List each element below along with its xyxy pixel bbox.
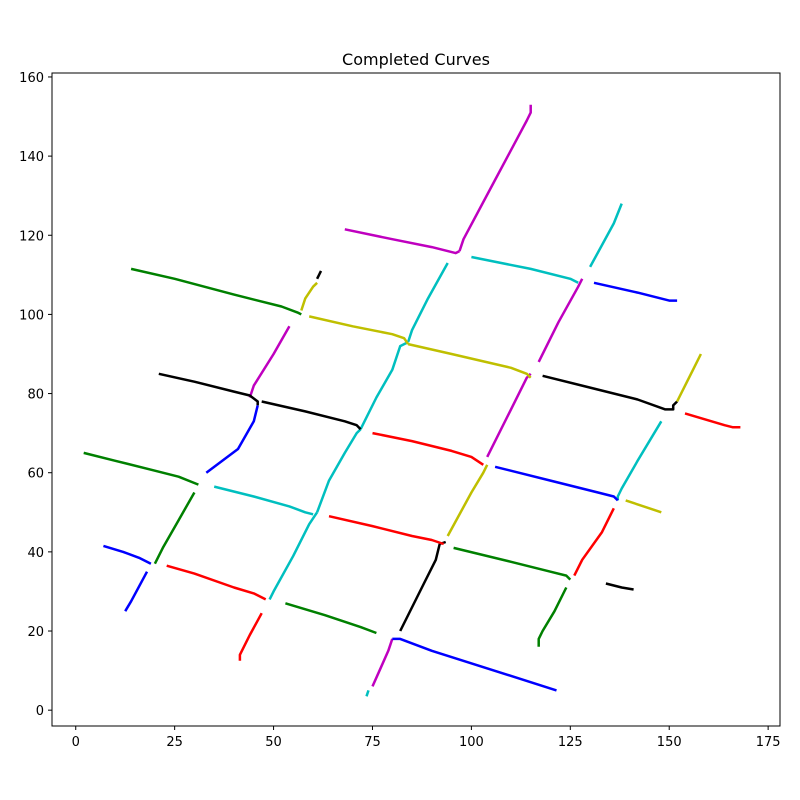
curve-43 (238, 612, 263, 661)
x-tick-label: 125 (558, 735, 583, 750)
curve-20 (589, 203, 623, 268)
curve-5 (537, 586, 568, 647)
x-tick-label: 175 (756, 735, 781, 750)
curve-6 (573, 507, 615, 577)
curve-41 (124, 571, 149, 612)
curve-36 (213, 485, 314, 516)
series-layer (83, 104, 741, 697)
x-tick-label: 75 (364, 735, 381, 750)
axes-layer: 0 25 50 75 100 125 150 175 0 20 40 60 80 100 120 140 160 (19, 71, 780, 750)
curve-42 (166, 564, 267, 601)
x-tick-label: 50 (265, 735, 282, 750)
curve-1 (371, 638, 394, 687)
curve-22 (458, 104, 532, 252)
curve-15 (675, 353, 703, 403)
y-tick-label: 60 (27, 467, 44, 482)
x-tick-label: 0 (72, 735, 80, 750)
y-tick-label: 100 (19, 308, 44, 323)
curve-3 (399, 540, 447, 632)
y-tick-label: 140 (19, 150, 44, 165)
x-tick-label: 25 (166, 735, 183, 750)
curve-19 (593, 281, 678, 302)
curve-18 (471, 255, 579, 284)
curve-8 (616, 420, 663, 501)
curve-28 (308, 315, 410, 345)
curve-21 (344, 228, 461, 255)
y-tick-label: 0 (36, 704, 44, 719)
curve-24 (359, 340, 409, 430)
y-tick-label: 160 (19, 71, 44, 86)
curve-10 (494, 465, 619, 502)
curve-9 (625, 499, 662, 514)
x-tick-label: 100 (459, 735, 484, 750)
curve-38 (328, 514, 445, 546)
chart-title: Completed Curves (342, 50, 490, 69)
curve-35 (83, 451, 199, 486)
curve-32 (248, 325, 291, 398)
curve-17 (537, 278, 584, 363)
curve-27 (261, 400, 362, 431)
curve-31 (130, 267, 302, 316)
curve-26 (372, 431, 484, 466)
curve-0 (365, 689, 370, 697)
curve-4 (453, 546, 572, 581)
y-tick-label: 20 (27, 625, 44, 640)
curve-44 (285, 602, 377, 635)
curve-16 (684, 412, 741, 429)
curve-12 (486, 372, 532, 458)
curve-39 (153, 491, 196, 565)
curve-40 (103, 544, 152, 565)
curve-30 (315, 270, 323, 280)
curve-14 (542, 374, 678, 411)
curve-23 (315, 428, 362, 513)
curve-25 (406, 262, 449, 343)
curve-37 (268, 511, 319, 600)
curve-33 (158, 372, 259, 406)
curve-34 (205, 405, 259, 474)
curve-7 (605, 582, 634, 591)
y-tick-label: 40 (27, 546, 44, 561)
y-tick-label: 80 (27, 388, 44, 403)
y-tick-label: 120 (19, 229, 44, 244)
x-tick-label: 150 (657, 735, 682, 750)
curve-13 (407, 342, 532, 379)
curve-2 (392, 637, 557, 692)
plot-frame (51, 72, 781, 727)
curve-11 (446, 464, 489, 537)
curve-29 (300, 281, 318, 311)
